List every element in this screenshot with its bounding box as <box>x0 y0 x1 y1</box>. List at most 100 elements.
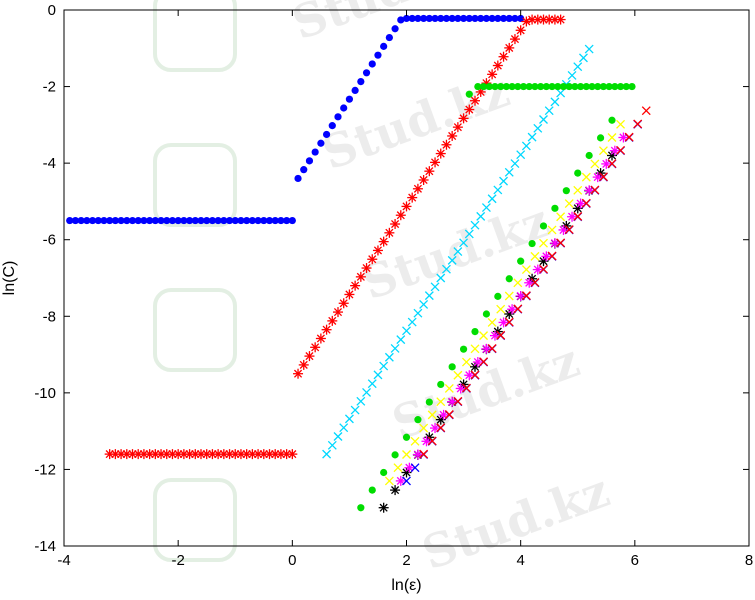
data-point <box>550 97 560 107</box>
data-point <box>470 220 480 230</box>
data-point <box>146 216 154 225</box>
data-point <box>578 53 588 63</box>
data-point <box>378 236 389 247</box>
x-tick-label: 2 <box>402 552 410 569</box>
data-point <box>464 104 475 115</box>
data-point <box>530 251 540 261</box>
y-tick-label: 0 <box>48 2 56 19</box>
data-point <box>521 265 531 275</box>
data-point <box>100 216 108 225</box>
data-point <box>533 123 543 133</box>
data-point <box>573 185 583 195</box>
data-point <box>577 82 585 91</box>
data-point <box>407 317 417 327</box>
data-point <box>333 307 343 318</box>
data-point <box>454 14 462 23</box>
data-point <box>542 82 550 91</box>
data-point <box>585 151 593 160</box>
data-point <box>414 14 422 23</box>
data-point <box>362 69 371 77</box>
data-point <box>123 216 131 225</box>
data-point <box>350 280 361 291</box>
data-point <box>437 380 445 389</box>
data-point <box>208 216 217 225</box>
data-point <box>396 335 406 345</box>
data-point <box>220 216 228 225</box>
data-point <box>502 82 510 91</box>
y-tick-label: -8 <box>43 308 56 325</box>
data-point <box>111 216 119 225</box>
data-point <box>393 463 403 473</box>
data-point <box>304 351 315 362</box>
data-point <box>402 476 411 486</box>
data-point <box>505 275 513 283</box>
data-point <box>539 115 548 124</box>
data-point <box>380 42 388 50</box>
x-tick-label: 4 <box>516 552 524 569</box>
data-point <box>616 119 626 129</box>
data-point <box>83 216 91 225</box>
data-point <box>117 216 125 225</box>
watermark-logo-icon <box>153 288 237 372</box>
data-point <box>448 363 456 371</box>
data-point <box>355 271 366 282</box>
y-tick-label: -4 <box>43 155 56 172</box>
data-point <box>628 82 636 91</box>
data-point <box>447 130 458 141</box>
data-point <box>404 462 415 473</box>
data-point <box>203 216 211 225</box>
data-point <box>362 388 372 397</box>
data-point <box>378 502 389 513</box>
data-point <box>311 148 319 156</box>
data-point <box>598 146 608 156</box>
data-point <box>390 343 400 353</box>
data-point <box>559 82 568 91</box>
data-point <box>487 194 497 204</box>
data-point <box>436 273 446 283</box>
data-point <box>402 450 411 459</box>
data-point <box>521 291 531 301</box>
y-axis-label: ln(C) <box>1 261 18 296</box>
data-point <box>390 219 401 230</box>
data-point <box>616 82 625 91</box>
x-tick-label: 6 <box>631 552 639 569</box>
data-point <box>504 167 514 177</box>
y-tick-label: -2 <box>43 79 56 96</box>
data-point <box>547 225 557 235</box>
data-point <box>294 174 302 183</box>
data-point <box>481 203 491 213</box>
data-point <box>459 14 468 23</box>
data-point <box>504 317 514 327</box>
data-point <box>260 216 268 225</box>
watermark-text: Stud.kz <box>355 193 556 310</box>
data-point <box>444 410 454 419</box>
data-point <box>66 216 74 225</box>
data-point <box>317 139 325 147</box>
data-point <box>321 324 332 335</box>
data-point <box>283 216 291 225</box>
data-point <box>596 134 605 142</box>
data-point <box>361 263 372 274</box>
data-point <box>214 216 222 225</box>
data-point <box>487 317 497 327</box>
data-point <box>521 141 531 151</box>
y-tick-label: -14 <box>34 538 56 555</box>
data-point <box>474 82 482 91</box>
data-point <box>338 298 349 309</box>
data-point <box>391 451 399 459</box>
data-point <box>71 216 80 225</box>
data-point <box>641 106 651 116</box>
data-point <box>442 14 451 23</box>
data-point <box>461 383 471 393</box>
data-point <box>231 216 239 225</box>
data-point <box>537 82 545 91</box>
data-point <box>556 212 566 222</box>
y-tick-label: -10 <box>34 385 56 402</box>
data-point <box>485 82 493 91</box>
data-point <box>151 216 159 225</box>
data-point <box>470 370 480 380</box>
data-point <box>436 397 446 407</box>
y-tick-label: -6 <box>43 232 56 249</box>
data-point <box>88 216 97 225</box>
data-point <box>427 410 437 420</box>
